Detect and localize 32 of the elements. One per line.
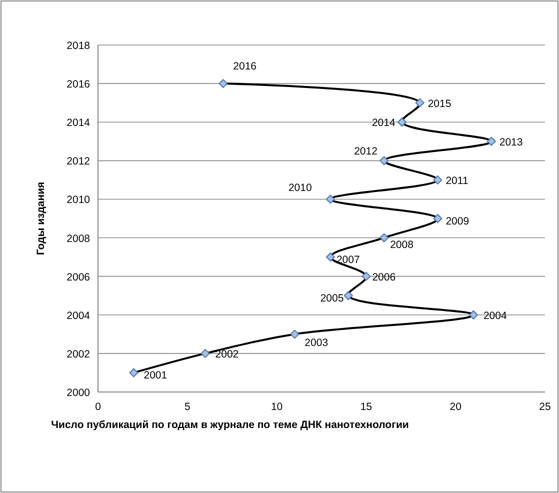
x-tick-label: 0: [95, 401, 102, 413]
data-label: 2006: [372, 271, 396, 284]
data-label: 2011: [446, 174, 468, 187]
y-tick-label: 2000: [66, 387, 90, 399]
x-tick-label: 20: [450, 401, 462, 413]
data-label: 2005: [320, 292, 344, 305]
data-label: 2012: [354, 146, 378, 158]
y-tick-label: 2012: [66, 156, 90, 168]
y-tick-label: 2006: [66, 271, 90, 284]
y-tick-label: 2010: [66, 194, 90, 206]
data-label: 2016: [233, 60, 257, 73]
y-tick-label: 2014: [66, 117, 90, 130]
data-label: 2001: [144, 370, 168, 382]
data-label: 2004: [483, 310, 507, 322]
y-tick-label: 2004: [66, 310, 90, 322]
x-tick-label: 5: [184, 401, 190, 413]
y-axis-title: Годы издания: [35, 182, 47, 256]
x-tick-label: 15: [360, 401, 372, 413]
data-label: 2009: [446, 216, 470, 228]
data-label: 2010: [288, 182, 312, 194]
data-label: 2013: [499, 136, 523, 148]
x-tick-label: 25: [539, 401, 551, 413]
x-tick-label: 10: [270, 401, 283, 413]
y-tick-label: 2002: [66, 348, 90, 360]
data-label: 2008: [390, 238, 414, 251]
y-tick-label: 2018: [66, 40, 90, 52]
y-tick-label: 2016: [66, 78, 90, 91]
x-axis-title: Число публикаций по годам в журнале по теме ДНК нанотехнологии: [50, 418, 410, 433]
y-tick-label: 2008: [66, 232, 90, 245]
data-label: 2014: [372, 117, 396, 130]
data-label: 2003: [304, 337, 328, 350]
data-label: 2015: [428, 98, 452, 110]
